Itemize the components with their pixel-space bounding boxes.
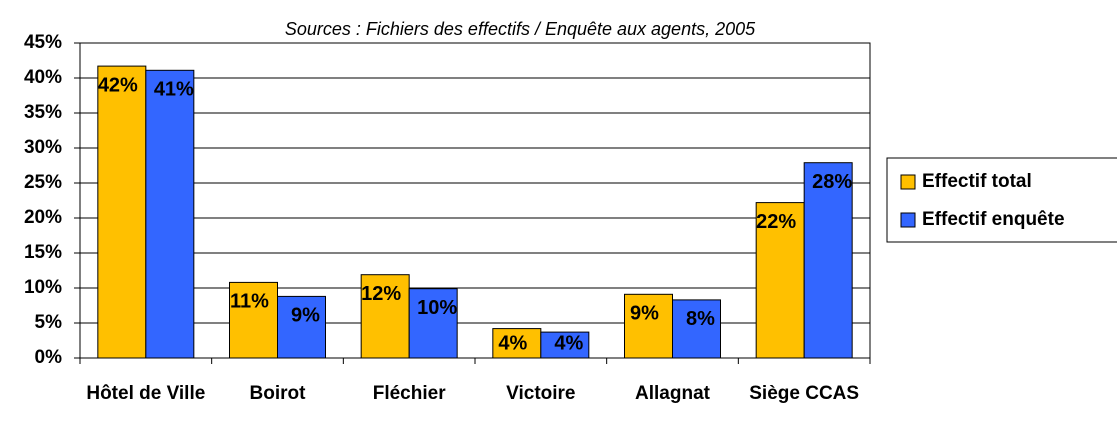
bar	[803, 162, 853, 359]
y-tick-label: 35%	[24, 102, 62, 123]
data-label: 8%	[686, 308, 715, 330]
x-tick-label: Boirot	[249, 383, 306, 404]
data-label: 42%	[98, 74, 138, 96]
x-tick-label: Fléchier	[372, 383, 446, 404]
x-tick-label: Allagnat	[635, 383, 710, 404]
data-label: 41%	[154, 79, 194, 101]
data-label: 4%	[554, 332, 583, 354]
legend-label: Effectif total	[922, 171, 1032, 192]
bar	[672, 299, 721, 359]
data-label: 11%	[230, 291, 269, 313]
y-tick-label: 30%	[24, 137, 62, 158]
legend-label: Effectif enquête	[922, 209, 1065, 230]
y-tick-label: 20%	[24, 207, 62, 228]
plot-frame	[79, 42, 871, 359]
bar	[229, 281, 278, 359]
data-label: 9%	[291, 305, 320, 327]
y-tick-label: 5%	[35, 312, 63, 333]
data-label: 9%	[630, 303, 659, 325]
x-tick-label: Hôtel de Ville	[86, 383, 206, 404]
y-tick-label: 0%	[35, 347, 63, 368]
bar	[540, 331, 590, 359]
data-label: 22%	[756, 211, 796, 233]
data-label: 12%	[361, 283, 401, 305]
data-label: 4%	[498, 332, 527, 354]
legend-box	[886, 157, 1117, 243]
x-tick-label: Victoire	[506, 383, 576, 404]
bar	[145, 69, 195, 359]
data-label: 10%	[417, 297, 457, 319]
bar	[97, 65, 147, 359]
y-tick-label: 10%	[24, 277, 62, 298]
bar	[408, 288, 458, 359]
bar	[277, 295, 326, 359]
y-tick-label: 25%	[24, 172, 62, 193]
chart-title: Sources : Fichiers des effectifs / Enquê…	[285, 19, 756, 39]
y-tick-label: 45%	[24, 32, 62, 53]
legend-swatch	[900, 212, 916, 228]
y-tick-label: 40%	[24, 67, 62, 88]
data-label: 28%	[812, 171, 852, 193]
bar	[360, 274, 410, 359]
bar	[624, 293, 673, 359]
x-tick-label: Siège CCAS	[749, 383, 860, 404]
legend-swatch	[900, 174, 916, 190]
y-tick-label: 15%	[24, 242, 62, 263]
